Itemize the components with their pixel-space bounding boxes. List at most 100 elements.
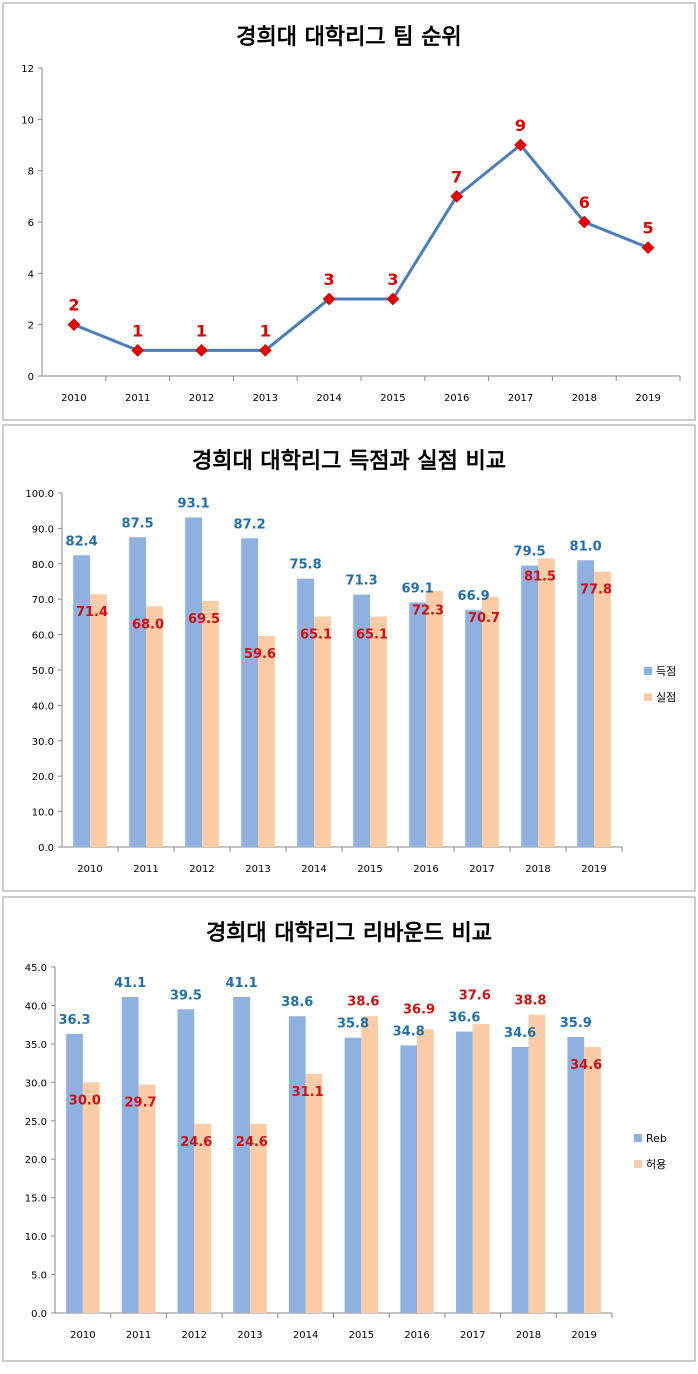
bar-실점 (202, 600, 219, 847)
x-tick-label: 2019 (635, 393, 660, 404)
rank-marker (131, 343, 145, 357)
bar-Reb (66, 1033, 83, 1313)
bar-label-Reb: 41.1 (226, 976, 258, 991)
rank-marker (450, 189, 464, 203)
rank-line (73, 142, 649, 352)
rank-label: 3 (387, 270, 398, 289)
rank-label: 9 (515, 116, 526, 135)
rank-label: 6 (579, 193, 590, 212)
bar-label-Reb: 39.5 (170, 988, 202, 1003)
bar-허용 (249, 1123, 267, 1313)
bar-득점 (185, 517, 202, 847)
bar-label-득점: 69.1 (402, 581, 434, 596)
bar-label-허용: 38.8 (514, 994, 546, 1009)
rank-label: 3 (324, 270, 335, 289)
x-tick-label: 2013 (253, 393, 278, 404)
bar-Reb (121, 996, 139, 1313)
x-tick-label: 2013 (245, 864, 270, 875)
bar-허용 (361, 1016, 379, 1313)
bar-Reb (233, 996, 250, 1313)
y-tick-label: 30.0 (25, 1078, 47, 1089)
y-tick-label: 12 (21, 64, 34, 75)
y-tick-label: 4 (28, 269, 34, 280)
bar-실점 (482, 596, 499, 847)
x-tick-label: 2018 (516, 1330, 541, 1341)
y-tick-label: 20.0 (32, 772, 54, 783)
bar-Reb (567, 1036, 585, 1313)
x-tick-label: 2017 (460, 1330, 485, 1341)
bar-허용 (417, 1029, 434, 1313)
rank-label: 2 (68, 296, 79, 315)
legend-label: 득점 (656, 665, 676, 678)
x-tick-label: 2014 (301, 864, 326, 875)
y-tick-label: 100.0 (25, 489, 54, 500)
bar-득점 (73, 555, 90, 847)
bar-label-Reb: 35.8 (337, 1017, 369, 1032)
y-tick-label: 40.0 (25, 1001, 47, 1012)
bar-득점 (353, 594, 370, 847)
x-tick-label: 2015 (349, 1330, 374, 1341)
legend-swatch (644, 693, 652, 701)
bar-실점 (370, 616, 387, 847)
bar-label-허용: 34.6 (570, 1058, 602, 1073)
rank-label: 1 (260, 321, 271, 340)
bar-label-실점: 70.7 (468, 611, 500, 626)
panel-rank (2, 2, 696, 421)
bar-허용 (528, 1014, 546, 1313)
bar-실점 (538, 558, 555, 847)
bar-득점 (465, 610, 482, 847)
bar-실점 (258, 636, 275, 847)
y-tick-label: 90.0 (32, 524, 54, 535)
x-tick-label: 2010 (61, 393, 86, 404)
bar-득점 (577, 560, 594, 847)
rank-label: 1 (196, 321, 207, 340)
x-tick-label: 2014 (316, 393, 341, 404)
bar-Reb (177, 1009, 195, 1313)
x-tick-label: 2015 (357, 864, 382, 875)
bar-label-허용: 37.6 (459, 989, 491, 1004)
y-tick-label: 45.0 (25, 963, 47, 974)
bar-label-실점: 69.5 (188, 612, 220, 627)
rank-label: 1 (132, 321, 143, 340)
x-tick-label: 2016 (444, 393, 469, 404)
y-tick-label: 0.0 (38, 843, 54, 854)
y-tick-label: 20.0 (25, 1155, 47, 1166)
bar-label-득점: 81.0 (570, 539, 602, 554)
y-tick-label: 10.0 (25, 1232, 47, 1243)
y-tick-label: 80.0 (32, 560, 54, 571)
y-tick-label: 60.0 (32, 631, 54, 642)
bar-label-허용: 30.0 (69, 1093, 101, 1108)
bar-label-득점: 87.5 (122, 516, 154, 531)
x-tick-label: 2016 (404, 1330, 429, 1341)
y-tick-label: 50.0 (32, 666, 54, 677)
rank-marker (258, 343, 272, 357)
x-tick-label: 2012 (182, 1330, 207, 1341)
bar-label-실점: 77.8 (580, 583, 612, 598)
bar-label-Reb: 36.6 (448, 1011, 480, 1026)
legend-label: 실점 (656, 691, 676, 704)
bar-label-실점: 72.3 (412, 603, 444, 618)
x-tick-label: 2018 (525, 864, 550, 875)
bar-득점 (241, 538, 258, 847)
bar-득점 (129, 537, 146, 847)
bar-label-실점: 71.4 (76, 605, 108, 620)
bar-label-Reb: 35.9 (560, 1016, 592, 1031)
bar-label-득점: 93.1 (178, 496, 210, 511)
bar-label-득점: 87.2 (234, 517, 266, 532)
bar-label-Reb: 34.8 (393, 1024, 425, 1039)
y-tick-label: 0.0 (31, 1309, 47, 1320)
x-tick-label: 2018 (572, 393, 597, 404)
bar-득점 (409, 602, 426, 847)
legend-label: 허용 (646, 1158, 666, 1171)
bar-Reb (344, 1037, 362, 1313)
bar-label-허용: 31.1 (292, 1085, 324, 1100)
y-tick-label: 40.0 (32, 701, 54, 712)
bar-Reb (456, 1031, 473, 1313)
chart-title-rebound: 경희대 대학리그 리바운드 비교 (206, 921, 492, 946)
rank-marker (386, 292, 400, 306)
bar-득점 (297, 578, 314, 847)
legend-swatch (634, 1160, 642, 1168)
y-tick-label: 5.0 (31, 1271, 47, 1282)
bar-label-득점: 75.8 (290, 558, 322, 573)
